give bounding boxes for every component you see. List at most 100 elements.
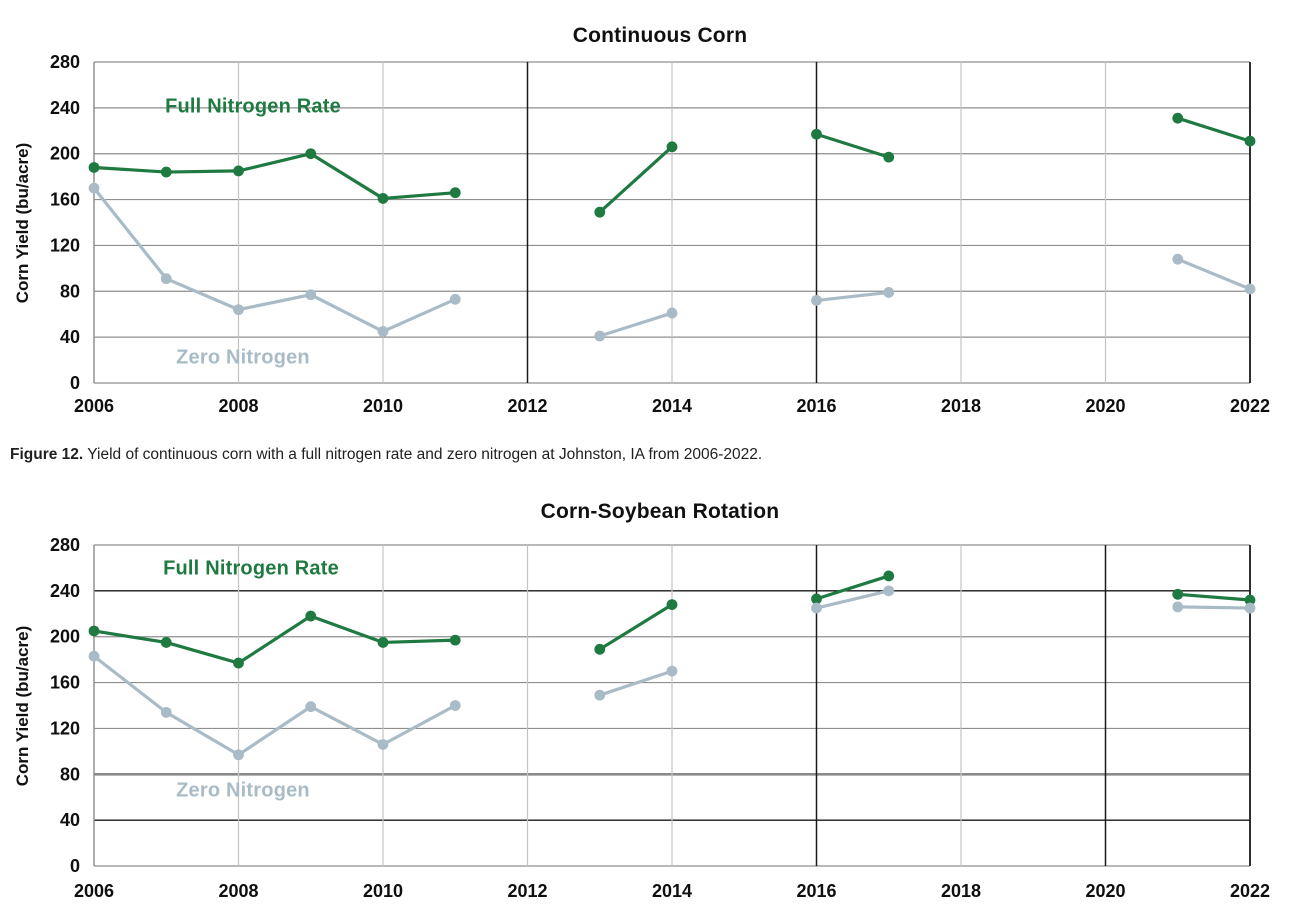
data-point <box>811 295 822 306</box>
x-tick-label: 2014 <box>652 396 692 416</box>
line-zero-nitrogen <box>92 186 457 334</box>
line-zero-nitrogen <box>598 669 674 697</box>
data-point <box>811 128 822 140</box>
y-tick-label: 80 <box>60 281 80 301</box>
line-zero-nitrogen <box>1176 605 1252 610</box>
data-point <box>377 637 389 648</box>
series-label-zero-nitrogen-top: Zero Nitrogen <box>176 346 310 369</box>
data-point <box>594 689 606 701</box>
data-point <box>449 293 461 305</box>
data-point <box>449 634 461 646</box>
x-tick-label: 2016 <box>796 396 836 416</box>
data-point <box>811 593 822 605</box>
data-point <box>883 585 895 597</box>
x-tick-label: 2006 <box>74 396 114 416</box>
data-point <box>377 739 389 750</box>
data-point <box>883 151 895 163</box>
line-full-nitrogen-rate <box>598 145 674 214</box>
line-full-nitrogen-rate <box>598 603 674 651</box>
figure-caption-number: Figure 12. <box>10 446 84 463</box>
line-full-nitrogen-rate <box>814 574 891 601</box>
data-point <box>88 625 100 637</box>
data-point <box>1172 601 1184 613</box>
x-tick-label: 2016 <box>796 881 836 901</box>
y-tick-label: 0 <box>70 856 80 876</box>
data-point <box>1244 283 1256 295</box>
data-point <box>666 141 678 153</box>
data-point <box>305 289 317 301</box>
data-point <box>377 326 389 337</box>
data-point <box>1172 588 1184 600</box>
y-tick-label: 240 <box>50 98 80 118</box>
x-tick-label: 2018 <box>941 396 981 416</box>
data-point <box>160 706 172 718</box>
line-zero-nitrogen <box>598 311 674 338</box>
series-label-full-nitrogen-bottom: Full Nitrogen Rate <box>163 557 339 580</box>
y-tick-label: 200 <box>50 627 80 647</box>
data-point <box>1244 602 1256 614</box>
data-point <box>305 610 317 622</box>
y-tick-label: 160 <box>50 673 80 693</box>
data-point <box>594 643 606 655</box>
x-tick-label: 2020 <box>1085 396 1125 416</box>
x-tick-label: 2014 <box>652 881 692 901</box>
data-point <box>160 273 172 285</box>
data-point <box>88 162 100 173</box>
figure-caption: Figure 12. Yield of continuous corn with… <box>10 446 1280 464</box>
y-axis-title-bottom: Corn Yield (bu/acre) <box>13 625 32 787</box>
data-point <box>666 599 678 611</box>
y-tick-label: 40 <box>60 327 80 347</box>
x-tick-label: 2022 <box>1230 396 1270 416</box>
data-point <box>1172 112 1184 124</box>
data-point <box>449 700 461 711</box>
data-point <box>160 637 172 648</box>
line-zero-nitrogen <box>1176 257 1252 291</box>
chart-title-continuous-corn: Continuous Corn <box>572 24 748 47</box>
y-tick-label: 200 <box>50 144 80 164</box>
line-full-nitrogen-rate <box>1176 592 1252 602</box>
line-zero-nitrogen <box>814 290 891 303</box>
data-point <box>88 182 100 194</box>
line-full-nitrogen-rate <box>92 152 457 201</box>
y-tick-label: 0 <box>70 373 80 393</box>
series-label-full-nitrogen-top: Full Nitrogen Rate <box>165 95 341 118</box>
data-point <box>594 206 606 218</box>
x-tick-label: 2006 <box>74 881 114 901</box>
data-point <box>883 287 895 298</box>
x-tick-label: 2020 <box>1085 881 1125 901</box>
data-point <box>377 193 389 204</box>
data-point <box>883 570 895 582</box>
data-point <box>594 330 606 342</box>
data-point <box>1244 594 1256 606</box>
data-point <box>233 304 244 316</box>
y-tick-label: 280 <box>50 52 80 72</box>
data-point <box>233 657 244 669</box>
y-tick-label: 120 <box>50 718 80 738</box>
x-tick-label: 2008 <box>218 881 258 901</box>
y-tick-label: 160 <box>50 190 80 210</box>
x-tick-label: 2008 <box>218 396 258 416</box>
data-point <box>305 701 317 713</box>
y-tick-label: 40 <box>60 810 80 830</box>
line-full-nitrogen-rate <box>1176 116 1252 143</box>
data-point <box>811 602 822 614</box>
data-point <box>449 187 461 199</box>
line-zero-nitrogen <box>92 654 457 757</box>
x-tick-label: 2018 <box>941 881 981 901</box>
line-full-nitrogen-rate <box>814 132 891 159</box>
data-point <box>666 665 678 677</box>
chart-title-corn-soybean-rotation: Corn-Soybean Rotation <box>540 500 780 523</box>
data-point <box>1172 253 1184 265</box>
series-label-zero-nitrogen-bottom: Zero Nitrogen <box>176 779 310 802</box>
x-tick-label: 2010 <box>363 881 403 901</box>
data-point <box>160 166 172 178</box>
data-point <box>233 165 244 177</box>
line-full-nitrogen-rate <box>92 614 457 665</box>
data-point <box>1244 135 1256 147</box>
x-tick-label: 2012 <box>507 881 547 901</box>
y-tick-label: 280 <box>50 535 80 555</box>
y-tick-label: 80 <box>60 764 80 784</box>
y-tick-label: 120 <box>50 235 80 255</box>
